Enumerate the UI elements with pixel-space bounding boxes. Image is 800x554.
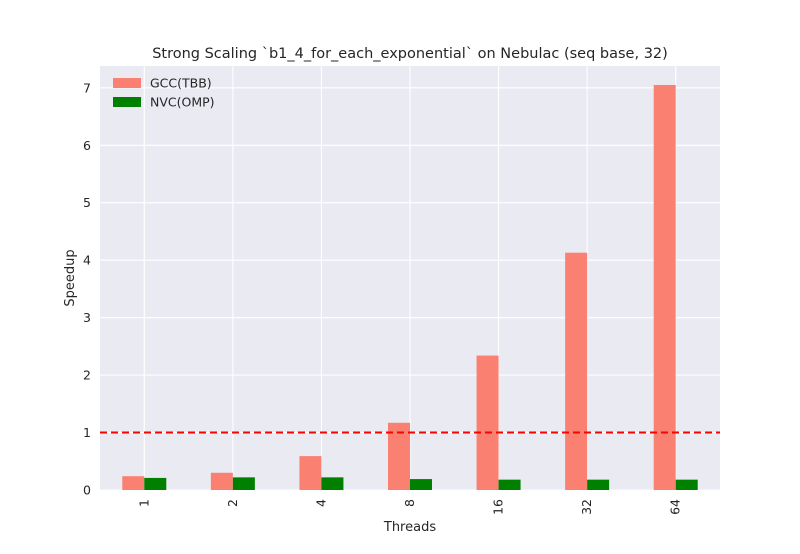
bar-gcc-tbb-8	[388, 422, 410, 490]
bar-gcc-tbb-4	[299, 456, 322, 490]
bar-nvc-omp-8	[410, 479, 432, 490]
x-tick-label: 4	[313, 499, 328, 507]
y-tick-label: 3	[83, 310, 91, 325]
x-axis-ticks: 1 2 4 8 16 32 64	[136, 499, 682, 515]
bar-nvc-omp-16	[498, 479, 521, 490]
x-tick-label: 2	[225, 499, 240, 507]
bars	[122, 84, 698, 490]
x-tick-label: 1	[136, 499, 151, 507]
bar-nvc-omp-2	[232, 477, 255, 490]
legend-swatch	[113, 78, 141, 88]
bar-gcc-tbb-32	[565, 252, 588, 490]
y-axis-ticks: 0 1 2 3 4 5 6 7	[83, 80, 91, 497]
bar-nvc-omp-64	[675, 479, 698, 490]
y-tick-label: 0	[83, 483, 91, 498]
y-tick-label: 1	[83, 425, 91, 440]
y-tick-label: 5	[83, 195, 91, 210]
y-axis-label: Speedup	[63, 249, 78, 306]
x-tick-label: 8	[402, 499, 417, 507]
bar-gcc-tbb-64	[653, 84, 676, 490]
bar-nvc-omp-32	[587, 479, 610, 490]
legend-swatch	[113, 97, 141, 107]
bar-gcc-tbb-1	[122, 476, 145, 490]
chart-title: Strong Scaling `b1_4_for_each_exponentia…	[152, 46, 668, 62]
x-axis-label: Threads	[383, 520, 436, 535]
bar-gcc-tbb-2	[210, 472, 233, 490]
x-tick-label: 16	[491, 499, 506, 515]
bar-gcc-tbb-16	[476, 355, 499, 490]
legend: GCC(TBB) NVC(OMP)	[113, 76, 215, 110]
bar-nvc-omp-1	[144, 477, 167, 490]
x-tick-label: 64	[668, 499, 683, 515]
y-tick-label: 7	[83, 80, 91, 95]
legend-label: NVC(OMP)	[150, 95, 215, 110]
y-tick-label: 4	[83, 253, 91, 268]
y-tick-label: 6	[83, 138, 91, 153]
y-tick-label: 2	[83, 368, 91, 383]
x-tick-label: 32	[579, 499, 594, 515]
legend-label: GCC(TBB)	[150, 76, 212, 91]
bar-nvc-omp-4	[321, 477, 344, 490]
